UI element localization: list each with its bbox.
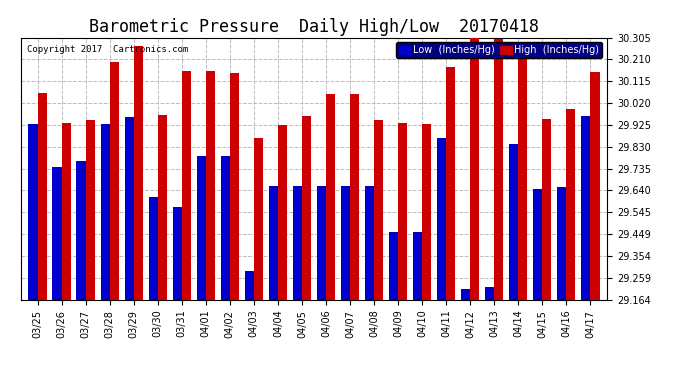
Bar	[566, 109, 575, 300]
Bar	[317, 186, 326, 300]
Bar	[446, 68, 455, 300]
Bar	[558, 187, 566, 300]
Bar	[485, 287, 494, 300]
Bar	[172, 207, 181, 300]
Bar	[302, 116, 311, 300]
Bar	[461, 290, 470, 300]
Bar	[581, 116, 591, 300]
Bar	[269, 186, 278, 300]
Bar	[158, 115, 167, 300]
Bar	[230, 73, 239, 300]
Bar	[28, 124, 37, 300]
Bar	[206, 71, 215, 300]
Bar	[278, 125, 287, 300]
Bar	[509, 144, 518, 300]
Bar	[52, 168, 61, 300]
Legend: Low  (Inches/Hg), High  (Inches/Hg): Low (Inches/Hg), High (Inches/Hg)	[396, 42, 602, 58]
Bar	[413, 232, 422, 300]
Bar	[533, 189, 542, 300]
Bar	[494, 39, 504, 300]
Bar	[341, 186, 350, 300]
Bar	[293, 186, 302, 300]
Bar	[374, 120, 383, 300]
Bar	[389, 232, 398, 300]
Bar	[61, 123, 70, 300]
Bar	[181, 71, 191, 300]
Bar	[398, 123, 407, 300]
Bar	[350, 94, 359, 300]
Bar	[124, 117, 134, 300]
Bar	[37, 93, 47, 300]
Bar	[86, 120, 95, 300]
Bar	[134, 45, 143, 300]
Bar	[77, 160, 86, 300]
Bar	[245, 271, 254, 300]
Bar	[591, 72, 600, 300]
Bar	[542, 119, 551, 300]
Bar	[470, 36, 480, 300]
Bar	[221, 156, 230, 300]
Bar	[197, 156, 206, 300]
Bar	[437, 138, 446, 300]
Bar	[148, 197, 158, 300]
Bar	[326, 94, 335, 300]
Bar	[422, 124, 431, 300]
Bar	[518, 57, 527, 300]
Text: Copyright 2017  Cartronics.com: Copyright 2017 Cartronics.com	[26, 45, 188, 54]
Bar	[254, 138, 263, 300]
Bar	[110, 62, 119, 300]
Bar	[365, 186, 374, 300]
Bar	[101, 124, 110, 300]
Title: Barometric Pressure  Daily High/Low  20170418: Barometric Pressure Daily High/Low 20170…	[89, 18, 539, 36]
